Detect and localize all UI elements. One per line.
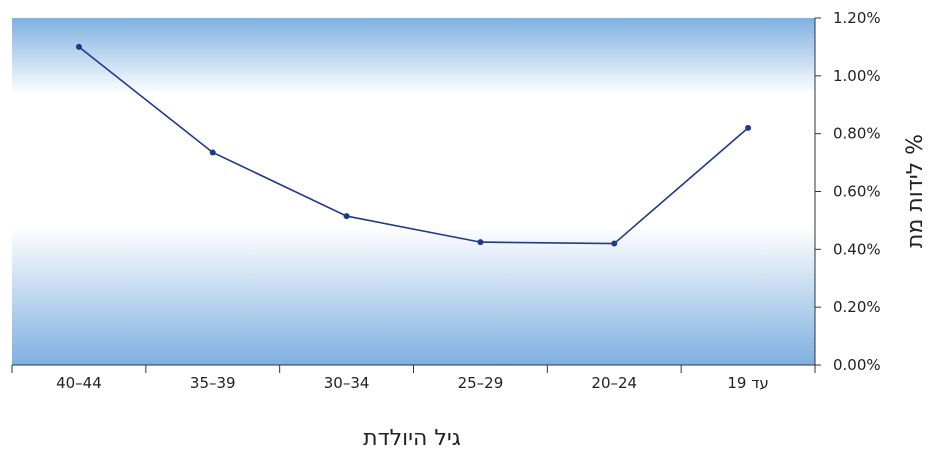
series-layer <box>75 43 752 247</box>
series-line <box>78 46 749 245</box>
x-tick-label: 30–34 <box>324 374 370 392</box>
y-tick-label: 0.40% <box>833 240 881 258</box>
y-axis-title: % לידות מת <box>903 134 928 248</box>
x-tick-label: 35–39 <box>190 374 236 392</box>
y-axis: 0.00% 0.20% 0.40% 0.60% 0.80% 1.00% 1.20% <box>814 9 881 374</box>
data-point <box>611 240 618 247</box>
data-point <box>745 124 752 131</box>
y-tick-label: 0.20% <box>833 298 881 316</box>
data-point <box>75 43 82 50</box>
y-tick-label: 1.00% <box>833 67 881 85</box>
y-tick-label: 1.20% <box>833 9 881 27</box>
data-point <box>477 239 484 246</box>
x-tick-label: 25–29 <box>458 374 504 392</box>
y-tick-label: 0.00% <box>833 356 881 374</box>
y-tick-label: 0.60% <box>833 183 881 201</box>
x-axis: 40–44 35–39 30–34 25–29 20–24 עד 19 <box>11 364 816 392</box>
x-tick-label: עד 19 <box>727 374 768 392</box>
y-tick-label: 0.80% <box>833 125 881 143</box>
plot-area <box>12 18 815 365</box>
data-point <box>209 149 216 156</box>
x-tick-label: 40–44 <box>56 374 102 392</box>
x-axis-title: גיל היולדת <box>363 426 461 450</box>
data-point <box>343 213 350 220</box>
x-tick-label: 20–24 <box>591 374 637 392</box>
